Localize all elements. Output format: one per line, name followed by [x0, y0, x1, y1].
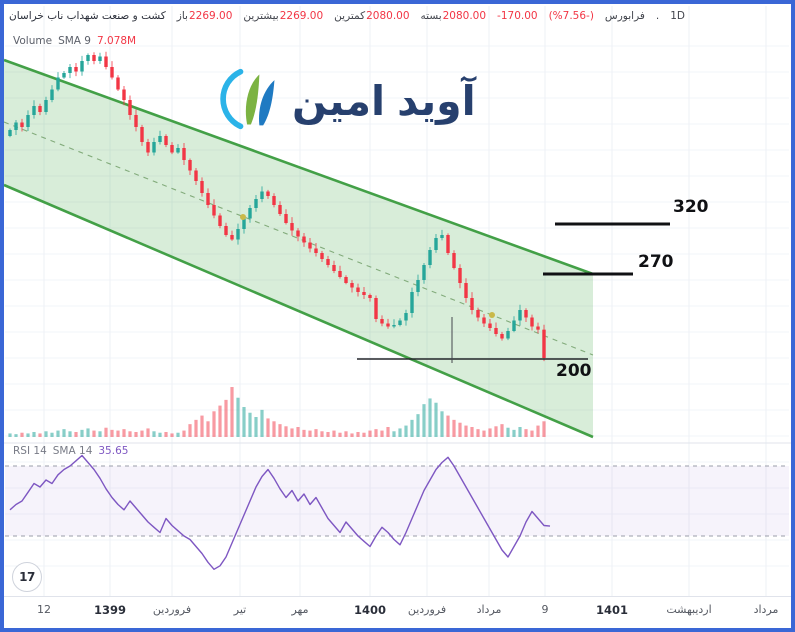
- ohlc-close: بسته 2080.00: [420, 10, 487, 22]
- volume-sma-label: SMA 9: [58, 35, 91, 47]
- axis-tick: 9: [541, 603, 549, 616]
- exchange-name: فرابورس: [604, 10, 645, 22]
- volume-legend: Volume SMA 9 7.078M: [13, 35, 136, 47]
- rsi-sma-label: SMA 14: [52, 445, 93, 457]
- axis-tick: 1400: [353, 603, 387, 617]
- volume-value: 7.078M: [97, 35, 137, 47]
- symbol-legend: کشت و صنعت شهداب ناب خراسان باز 2269.00 ب…: [9, 10, 685, 22]
- broker-watermark: امین آوید: [216, 66, 476, 136]
- axis-tick: مهر: [291, 603, 309, 616]
- rsi-label: RSI 14: [13, 445, 47, 457]
- axis-tick: فروردین: [407, 603, 447, 616]
- axis-tick: مرداد: [753, 603, 779, 616]
- time-axis[interactable]: 12 1399 فروردین تیر مهر 1400 فروردین مرداد 9 1401…: [4, 596, 791, 628]
- timeframe-label: 1D: [670, 10, 685, 22]
- logo-wordmark: امین آوید: [292, 76, 476, 125]
- legend-separator: .: [655, 10, 660, 22]
- axis-tick: 1401: [595, 603, 629, 617]
- axis-tick: اردیبهشت: [666, 603, 712, 616]
- axis-tick: مرداد: [476, 603, 502, 616]
- ohlc-high: بیشترین 2269.00: [243, 10, 324, 22]
- price-level-label-200: 200: [556, 361, 592, 381]
- tradingview-logo-button[interactable]: 17: [12, 562, 42, 592]
- volume-label: Volume: [13, 35, 53, 47]
- ohlc-open: باز 2269.00: [176, 10, 233, 22]
- axis-tick: تیر: [233, 603, 247, 616]
- axis-tick: 12: [37, 603, 51, 616]
- axis-tick: فروردین: [152, 603, 192, 616]
- rsi-legend: RSI 14 SMA 14 35.65: [13, 445, 128, 457]
- price-level-label-270: 270: [638, 252, 674, 272]
- change-value: -170.00: [497, 10, 538, 22]
- rsi-value: 35.65: [98, 445, 129, 457]
- axis-tick: 1399: [93, 603, 127, 617]
- logo-swirl-icon: [216, 66, 282, 136]
- symbol-name: کشت و صنعت شهداب ناب خراسان: [9, 10, 166, 22]
- change-percent: (%7.56-): [548, 10, 594, 22]
- price-level-label-320: 320: [673, 197, 709, 217]
- ohlc-low: کمترین 2080.00: [334, 10, 410, 22]
